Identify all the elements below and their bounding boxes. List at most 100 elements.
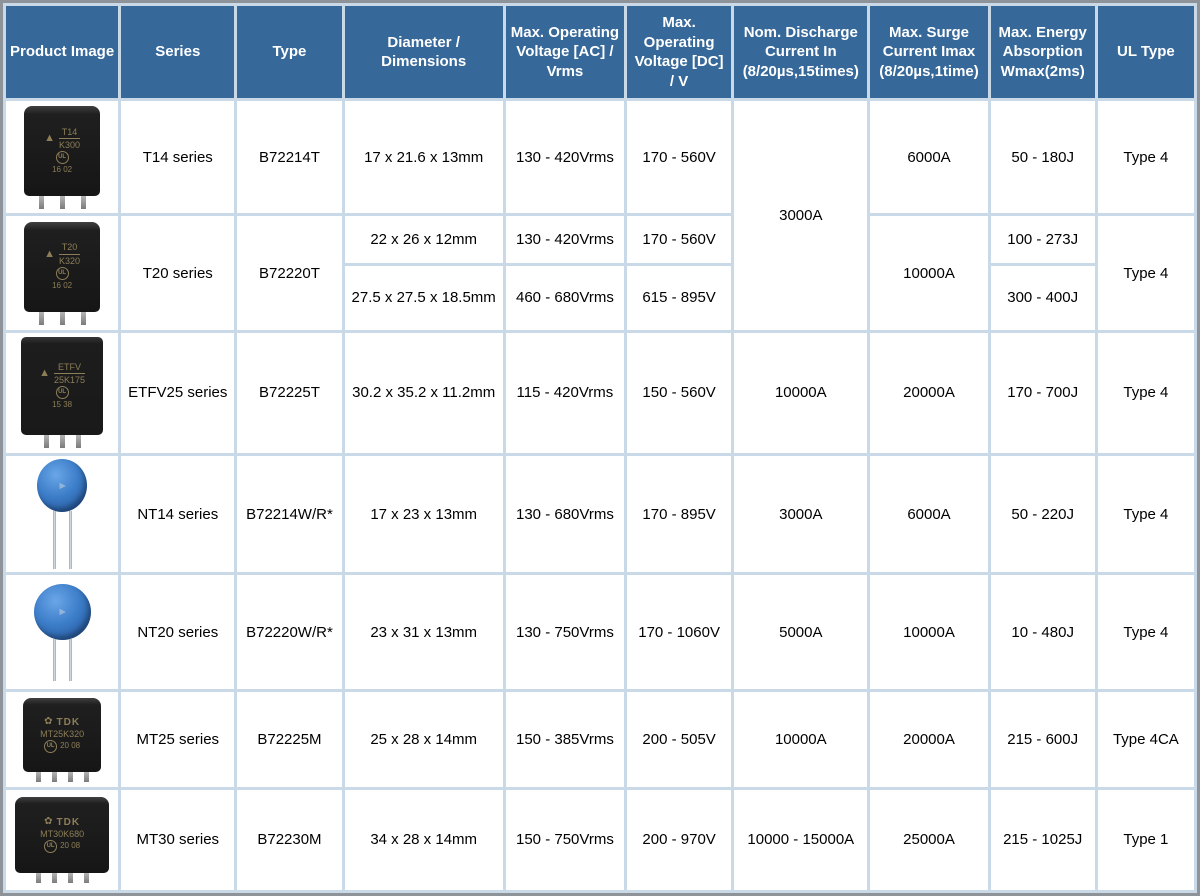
cell-mt25-image: ✿ TDK MT25K320 UL 20 08 bbox=[6, 692, 119, 787]
col-discharge-current: Nom. Discharge Current In (8/20µs,15time… bbox=[734, 6, 868, 99]
cell-t20-image: ▲ T20 K320 UL 16 02 bbox=[6, 216, 119, 330]
cell-t14-surge: 6000A bbox=[870, 101, 988, 214]
mt30-print-brand: TDK bbox=[56, 816, 81, 828]
epcos-triangle-icon: ▲ bbox=[44, 247, 56, 260]
t20-print-code: K320 bbox=[59, 255, 81, 266]
row-mt25: ✿ TDK MT25K320 UL 20 08 MT25 series B722… bbox=[6, 692, 1194, 787]
mt25-pins bbox=[35, 771, 89, 782]
cell-mt30-surge: 25000A bbox=[870, 789, 988, 890]
etfv25-print-code: 25K175 bbox=[54, 375, 86, 386]
epcos-triangle-icon: ▲ bbox=[39, 367, 51, 380]
cell-t14-image: ▲ T14 K300 UL 16 02 bbox=[6, 101, 119, 214]
t14-pins bbox=[38, 195, 86, 209]
cell-nt14-discharge: 3000A bbox=[734, 455, 868, 573]
cell-etfv25-image: ▲ ETFV 25K175 UL 15 38 bbox=[6, 332, 119, 453]
cell-t20-type: B72220T bbox=[237, 216, 342, 330]
cell-t14-ul: Type 4 bbox=[1097, 101, 1194, 214]
row-mt30: ✿ TDK MT30K680 UL 20 08 MT30 series B722… bbox=[6, 789, 1194, 890]
cell-nt20-vdc: 170 - 1060V bbox=[627, 575, 732, 690]
product-image-t14: ▲ T14 K300 UL 16 02 bbox=[8, 105, 116, 209]
nt14-leads bbox=[52, 511, 72, 570]
cell-mt25-dim: 25 x 28 x 14mm bbox=[344, 692, 503, 787]
row-etfv25: ▲ ETFV 25K175 UL 15 38 ETFV25 series B72… bbox=[6, 332, 1194, 453]
cell-nt14-dim: 17 x 23 x 13mm bbox=[344, 455, 503, 573]
cell-etfv25-vac: 115 - 420Vrms bbox=[505, 332, 625, 453]
col-energy-absorption: Max. Energy Absorption Wmax(2ms) bbox=[990, 6, 1095, 99]
cell-etfv25-surge: 20000A bbox=[870, 332, 988, 453]
cell-nt20-vac: 130 - 750Vrms bbox=[505, 575, 625, 690]
tdk-flower-icon: ✿ bbox=[44, 816, 53, 828]
mt25-print-brand: TDK bbox=[56, 716, 81, 728]
etfv25-print-date: 15 38 bbox=[52, 400, 73, 410]
t14-print-date: 16 02 bbox=[52, 164, 73, 174]
nt20-leads bbox=[52, 638, 72, 681]
cell-t14-vdc: 170 - 560V bbox=[627, 101, 732, 214]
cell-mt30-series: MT30 series bbox=[121, 789, 235, 890]
cell-t20v2-vac: 460 - 680Vrms bbox=[505, 265, 625, 330]
product-image-nt20: ▲ bbox=[8, 583, 116, 681]
cell-nt20-discharge: 5000A bbox=[734, 575, 868, 690]
mt30-package: ✿ TDK MT30K680 UL 20 08 bbox=[15, 796, 110, 873]
cell-nt14-surge: 6000A bbox=[870, 455, 988, 573]
cell-nt20-dim: 23 x 31 x 13mm bbox=[344, 575, 503, 690]
cell-mt30-dim: 34 x 28 x 14mm bbox=[344, 789, 503, 890]
cell-etfv25-vdc: 150 - 560V bbox=[627, 332, 732, 453]
cell-nt20-type: B72220W/R* bbox=[237, 575, 342, 690]
ul-mark-icon: UL bbox=[55, 386, 69, 400]
col-ul-type: UL Type bbox=[1097, 6, 1194, 99]
ul-mark-icon: UL bbox=[55, 150, 69, 164]
epcos-triangle-icon: ▲ bbox=[44, 131, 56, 144]
product-image-etfv25: ▲ ETFV 25K175 UL 15 38 bbox=[8, 337, 116, 449]
col-voltage-dc: Max. Operating Voltage [DC] / V bbox=[627, 6, 732, 99]
t14-print-model: T14 bbox=[59, 126, 81, 139]
cell-etfv25-energy: 170 - 700J bbox=[990, 332, 1095, 453]
row-t20-variant2: 27.5 x 27.5 x 18.5mm 460 - 680Vrms 615 -… bbox=[6, 265, 1194, 330]
cell-mt25-surge: 20000A bbox=[870, 692, 988, 787]
ul-mark-icon: UL bbox=[44, 739, 58, 753]
cell-nt14-image: ▲ bbox=[6, 455, 119, 573]
cell-t14-series: T14 series bbox=[121, 101, 235, 214]
cell-t20-series: T20 series bbox=[121, 216, 235, 330]
cell-mt25-vdc: 200 - 505V bbox=[627, 692, 732, 787]
product-image-nt14: ▲ bbox=[8, 459, 116, 570]
cell-t14-vac: 130 - 420Vrms bbox=[505, 101, 625, 214]
cell-nt20-ul: Type 4 bbox=[1097, 575, 1194, 690]
cell-etfv25-dim: 30.2 x 35.2 x 11.2mm bbox=[344, 332, 503, 453]
cell-etfv25-discharge: 10000A bbox=[734, 332, 868, 453]
cell-t20v1-dim: 22 x 26 x 12mm bbox=[344, 216, 503, 263]
etfv25-pins bbox=[43, 435, 81, 449]
product-image-mt30: ✿ TDK MT30K680 UL 20 08 bbox=[8, 796, 116, 883]
col-series: Series bbox=[121, 6, 235, 99]
cell-mt30-energy: 215 - 1025J bbox=[990, 789, 1095, 890]
cell-nt20-image: ▲ bbox=[6, 575, 119, 690]
cell-nt14-vac: 130 - 680Vrms bbox=[505, 455, 625, 573]
cell-mt30-image: ✿ TDK MT30K680 UL 20 08 bbox=[6, 789, 119, 890]
mt25-print-model: MT25K320 bbox=[40, 728, 85, 739]
cell-mt25-vac: 150 - 385Vrms bbox=[505, 692, 625, 787]
cell-mt25-series: MT25 series bbox=[121, 692, 235, 787]
cell-t14-energy: 50 - 180J bbox=[990, 101, 1095, 214]
spec-table: Product Image Series Type Diameter / Dim… bbox=[3, 3, 1197, 893]
epcos-triangle-icon: ▲ bbox=[56, 606, 69, 618]
cell-nt14-energy: 50 - 220J bbox=[990, 455, 1095, 573]
cell-nt14-ul: Type 4 bbox=[1097, 455, 1194, 573]
t20-print-model: T20 bbox=[59, 241, 81, 255]
t20-print-date: 16 02 bbox=[52, 280, 73, 290]
mt30-print-model: MT30K680 bbox=[40, 828, 85, 839]
col-surge-current: Max. Surge Current Imax (8/20µs,1time) bbox=[870, 6, 988, 99]
tdk-flower-icon: ✿ bbox=[44, 716, 53, 728]
cell-mt30-vac: 150 - 750Vrms bbox=[505, 789, 625, 890]
row-nt14: ▲ NT14 series B72214W/R* 17 x 23 x 13mm … bbox=[6, 455, 1194, 573]
col-voltage-ac: Max. Operating Voltage [AC] / Vrms bbox=[505, 6, 625, 99]
row-t20-variant1: ▲ T20 K320 UL 16 02 T20 series B72220T 2… bbox=[6, 216, 1194, 330]
mt30-pins bbox=[35, 872, 89, 883]
header-row: Product Image Series Type Diameter / Dim… bbox=[6, 6, 1194, 99]
mt25-package: ✿ TDK MT25K320 UL 20 08 bbox=[23, 697, 102, 772]
ul-mark-icon: UL bbox=[55, 266, 69, 280]
cell-mt25-discharge: 10000A bbox=[734, 692, 868, 787]
t14-print-code: K300 bbox=[59, 139, 81, 150]
col-dimensions: Diameter / Dimensions bbox=[344, 6, 503, 99]
mt30-print-date: 20 08 bbox=[60, 841, 81, 851]
cell-nt14-series: NT14 series bbox=[121, 455, 235, 573]
cell-mt25-ul: Type 4CA bbox=[1097, 692, 1194, 787]
